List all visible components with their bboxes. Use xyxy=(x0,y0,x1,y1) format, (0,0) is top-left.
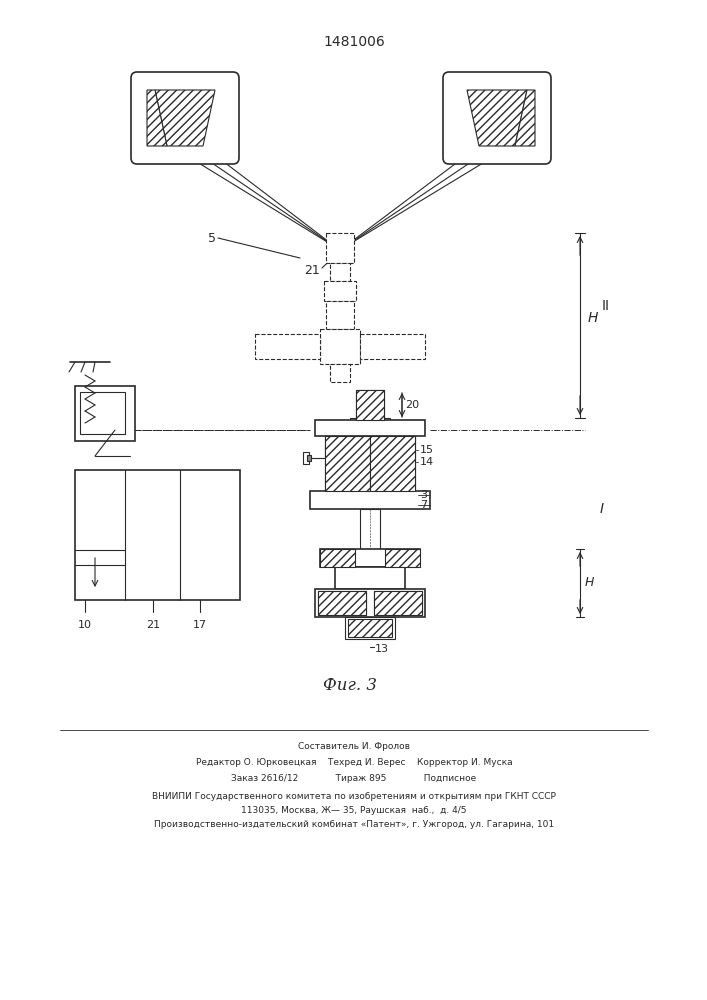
Text: Составитель И. Фролов: Составитель И. Фролов xyxy=(298,742,410,751)
Bar xyxy=(348,619,392,637)
Bar xyxy=(318,591,366,615)
Polygon shape xyxy=(515,90,535,146)
Bar xyxy=(325,436,370,491)
Bar xyxy=(374,591,422,615)
Bar xyxy=(315,420,425,436)
Bar xyxy=(315,589,425,617)
Bar xyxy=(385,549,420,567)
Text: H: H xyxy=(588,310,598,324)
Bar xyxy=(310,491,430,509)
Text: I: I xyxy=(600,502,604,516)
Bar xyxy=(325,436,370,491)
Bar xyxy=(320,329,360,364)
Bar xyxy=(75,386,135,441)
Text: Заказ 2616/12             Тираж 895             Подписное: Заказ 2616/12 Тираж 895 Подписное xyxy=(231,774,477,783)
Bar xyxy=(345,617,395,639)
Bar xyxy=(326,233,354,263)
Text: Производственно-издательский комбинат «Патент», г. Ужгород, ул. Гагарина, 101: Производственно-издательский комбинат «П… xyxy=(154,820,554,829)
Text: ВНИИПИ Государственного комитета по изобретениям и открытиям при ГКНТ СССР: ВНИИПИ Государственного комитета по изоб… xyxy=(152,792,556,801)
Text: 3: 3 xyxy=(420,490,427,500)
Text: 7: 7 xyxy=(420,500,427,510)
Bar xyxy=(307,455,311,461)
Polygon shape xyxy=(467,90,527,146)
Bar xyxy=(370,436,415,491)
Text: 1481006: 1481006 xyxy=(323,35,385,49)
Bar xyxy=(326,301,354,329)
FancyBboxPatch shape xyxy=(131,72,239,164)
Bar xyxy=(80,392,125,434)
Text: 17: 17 xyxy=(193,620,207,630)
Bar xyxy=(320,549,420,567)
Text: 14: 14 xyxy=(420,457,434,467)
Bar xyxy=(303,452,309,464)
Bar xyxy=(356,390,384,420)
Text: 15: 15 xyxy=(420,445,434,455)
Text: Фиг. 3: Фиг. 3 xyxy=(323,676,377,694)
Bar xyxy=(360,509,380,549)
Bar xyxy=(356,390,384,420)
FancyBboxPatch shape xyxy=(443,72,551,164)
Text: 10: 10 xyxy=(78,620,92,630)
Bar xyxy=(362,436,378,491)
Text: Редактор О. Юрковецкая    Техред И. Верес    Корректор И. Муска: Редактор О. Юрковецкая Техред И. Верес К… xyxy=(196,758,513,767)
Bar xyxy=(330,263,350,281)
Bar xyxy=(330,364,350,382)
Text: H: H xyxy=(585,576,595,589)
Bar xyxy=(335,567,405,589)
Bar xyxy=(356,428,384,448)
Bar xyxy=(350,418,390,428)
Text: 20: 20 xyxy=(405,400,419,410)
Polygon shape xyxy=(147,90,167,146)
Bar xyxy=(374,591,422,615)
Bar xyxy=(318,591,366,615)
Text: II: II xyxy=(602,298,610,312)
Text: 5: 5 xyxy=(208,232,216,244)
Bar xyxy=(255,334,320,359)
Text: 13: 13 xyxy=(375,644,389,654)
Text: 113035, Москва, Ж— 35, Раушская  наб.,  д. 4/5: 113035, Москва, Ж— 35, Раушская наб., д.… xyxy=(241,806,467,815)
Bar xyxy=(365,430,375,440)
Bar xyxy=(324,281,356,301)
Bar xyxy=(75,470,240,600)
Bar xyxy=(320,549,355,567)
Polygon shape xyxy=(155,90,215,146)
Bar xyxy=(370,436,415,491)
Bar xyxy=(360,334,425,359)
Text: 21: 21 xyxy=(146,620,160,630)
Text: 21: 21 xyxy=(304,263,320,276)
